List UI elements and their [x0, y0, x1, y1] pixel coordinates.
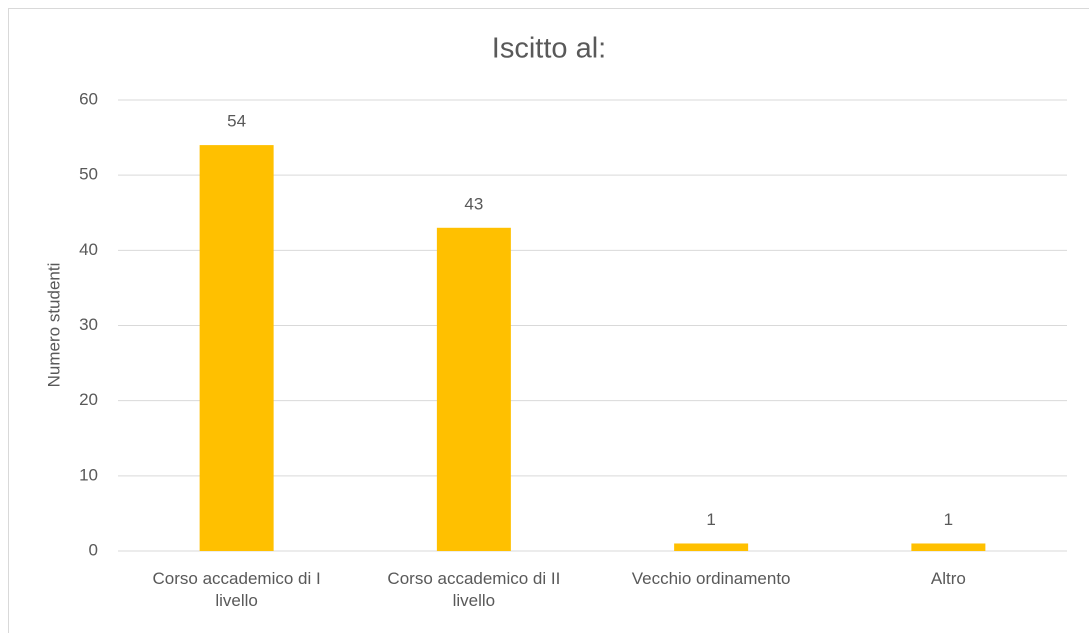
bar: [911, 543, 986, 551]
chart-frame: [8, 8, 1089, 633]
y-tick-label: 50: [79, 165, 98, 184]
bar: [436, 227, 511, 552]
bar: [674, 543, 749, 551]
y-tick-label: 10: [79, 465, 98, 484]
y-axis-label: Numero studenti: [44, 263, 63, 388]
y-tick-label: 20: [79, 390, 98, 409]
chart-title: Iscitto al:: [492, 33, 606, 65]
data-label: 43: [464, 194, 483, 213]
data-label: 54: [227, 112, 246, 131]
y-tick-label: 40: [79, 240, 98, 259]
x-tick-label: Altro: [930, 569, 966, 588]
bar: [199, 145, 274, 551]
y-tick-label: 60: [79, 89, 98, 108]
data-label: 1: [706, 510, 715, 529]
y-tick-label: 0: [89, 540, 98, 559]
x-tick-label: Vecchio ordinamento: [631, 569, 791, 588]
x-tick-label: Corso accademico di II livello: [387, 569, 561, 610]
data-label: 1: [944, 510, 953, 529]
x-tick-label: Corso accademico di I livello: [152, 569, 321, 610]
y-tick-label: 30: [79, 315, 98, 334]
